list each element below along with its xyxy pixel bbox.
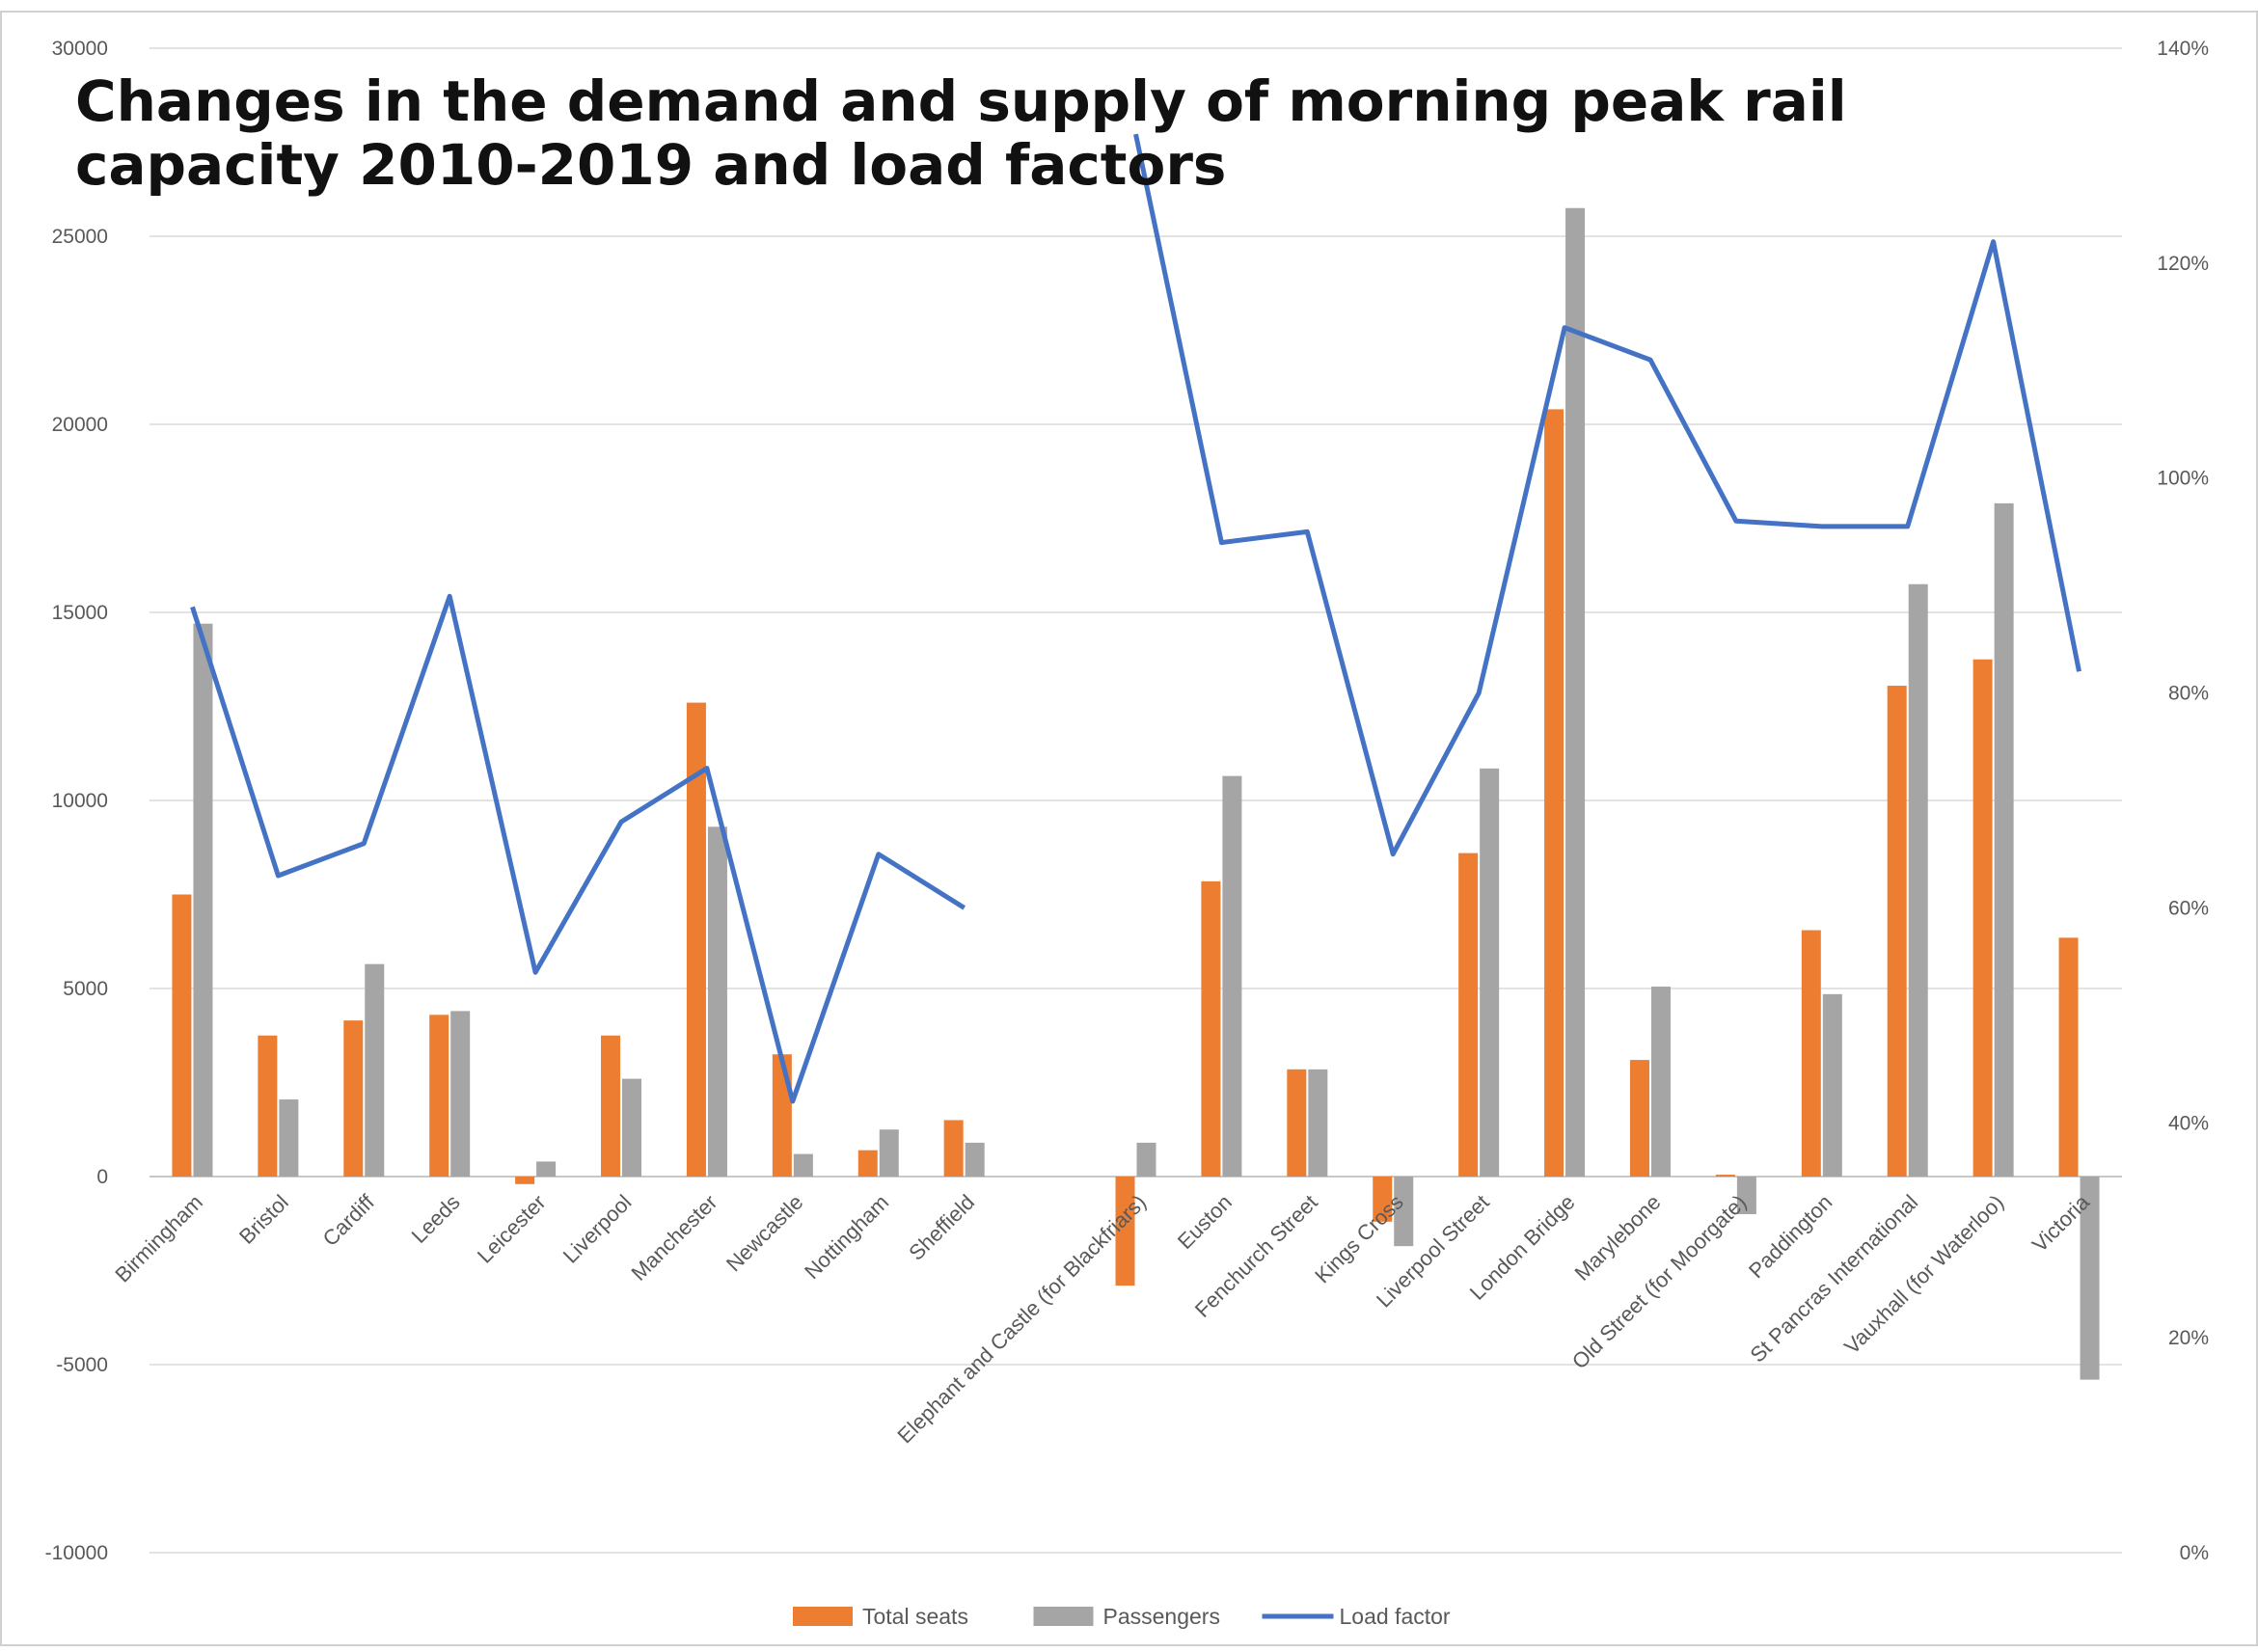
bar-total-seats xyxy=(1544,409,1564,1177)
category-label: Manchester xyxy=(627,1190,722,1286)
bar-passengers xyxy=(193,623,213,1177)
y-right-tick-label: 40% xyxy=(2168,1112,2209,1134)
category-label: Paddington xyxy=(1744,1190,1836,1283)
bar-passengers xyxy=(1308,1069,1328,1177)
y-right-tick-label: 0% xyxy=(2180,1542,2209,1564)
y-left-tick-label: 30000 xyxy=(52,38,108,60)
bar-total-seats xyxy=(1458,853,1479,1177)
bar-passengers xyxy=(793,1153,813,1177)
bar-passengers xyxy=(707,826,727,1177)
load-factor-line xyxy=(1133,133,2081,857)
y-left-tick-label: 20000 xyxy=(52,414,108,436)
y-right-tick-label: 20% xyxy=(2168,1327,2209,1349)
category-label: Sheffield xyxy=(904,1190,979,1265)
bar-total-seats xyxy=(1629,1060,1649,1177)
y-right-tick-label: 140% xyxy=(2157,38,2209,60)
bar-passengers xyxy=(279,1099,299,1177)
y-left-tick-label: -10000 xyxy=(45,1542,108,1564)
bar-passengers xyxy=(1565,207,1586,1177)
category-label: Leeds xyxy=(407,1190,465,1248)
bar-passengers xyxy=(2080,1177,2100,1380)
category-label: Bristol xyxy=(234,1190,293,1249)
y-left-tick-label: -5000 xyxy=(56,1354,108,1376)
bar-passengers xyxy=(1222,775,1242,1177)
bar-passengers xyxy=(536,1161,557,1177)
bar-passengers xyxy=(1994,502,2014,1177)
bar-total-seats xyxy=(172,894,192,1177)
bar-total-seats xyxy=(2058,937,2079,1177)
bar-passengers xyxy=(1736,1177,1756,1214)
y-left-tick-label: 5000 xyxy=(63,978,108,1000)
bar-passengers xyxy=(450,1011,471,1177)
category-label: Marylebone xyxy=(1570,1190,1666,1286)
category-label: Birmingham xyxy=(110,1190,207,1287)
legend-label: Passengers xyxy=(1103,1604,1220,1629)
category-label: Liverpool xyxy=(558,1190,637,1268)
bar-passengers xyxy=(1908,583,1928,1177)
y-right-tick-label: 80% xyxy=(2168,683,2209,705)
legend-label: Load factor xyxy=(1340,1604,1451,1629)
y-right-tick-label: 120% xyxy=(2157,253,2209,275)
bar-total-seats xyxy=(1373,1177,1393,1222)
bar-passengers xyxy=(965,1142,985,1177)
legend-swatch xyxy=(1033,1607,1094,1626)
y-left-tick-label: 0 xyxy=(96,1166,108,1188)
bar-total-seats xyxy=(943,1120,964,1177)
category-label: Newcastle xyxy=(721,1190,807,1276)
bar-total-seats xyxy=(343,1020,364,1177)
legend-label: Total seats xyxy=(862,1604,968,1629)
chart-title: Changes in the demand and supply of morn… xyxy=(75,68,1847,198)
bar-total-seats xyxy=(686,702,706,1177)
bar-total-seats xyxy=(1115,1177,1135,1286)
y-left-tick-label: 25000 xyxy=(52,226,108,248)
y-right-tick-label: 100% xyxy=(2157,468,2209,490)
bar-passengers xyxy=(1136,1142,1156,1177)
bar-total-seats xyxy=(1287,1069,1307,1177)
bar-total-seats xyxy=(1972,659,1993,1177)
bar-passengers xyxy=(879,1129,899,1177)
category-label: Nottingham xyxy=(800,1190,893,1284)
category-label: St Pancras International xyxy=(1746,1190,1923,1368)
bar-passengers xyxy=(365,963,385,1177)
bar-total-seats xyxy=(515,1177,535,1184)
bar-total-seats xyxy=(429,1015,449,1177)
bar-total-seats xyxy=(772,1054,792,1177)
y-left-tick-label: 10000 xyxy=(52,790,108,812)
chart-border xyxy=(0,11,2258,1646)
bar-passengers xyxy=(1394,1177,1414,1247)
bar-total-seats xyxy=(1801,930,1821,1177)
bar-total-seats xyxy=(601,1035,621,1177)
y-left-tick-label: 15000 xyxy=(52,602,108,624)
category-label: Old Street (for Moorgate) xyxy=(1567,1190,1752,1374)
bar-passengers xyxy=(1822,993,1842,1177)
load-factor-line xyxy=(190,593,966,1104)
bar-total-seats xyxy=(258,1035,278,1177)
legend-swatch xyxy=(793,1607,853,1626)
category-label: Euston xyxy=(1173,1190,1237,1254)
category-label: Leicester xyxy=(473,1190,551,1268)
bar-total-seats xyxy=(1715,1175,1735,1177)
bar-total-seats xyxy=(1201,880,1221,1177)
bar-passengers xyxy=(622,1078,642,1177)
bar-total-seats xyxy=(1887,686,1907,1177)
bar-passengers xyxy=(1650,987,1671,1177)
y-right-tick-label: 60% xyxy=(2168,897,2209,919)
category-label: Cardiff xyxy=(318,1189,380,1251)
category-label: Vauxhall (for Waterloo) xyxy=(1839,1190,2008,1359)
bar-total-seats xyxy=(857,1150,878,1177)
bar-passengers xyxy=(1480,768,1500,1177)
